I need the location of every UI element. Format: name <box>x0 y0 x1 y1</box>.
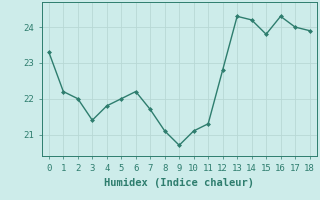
X-axis label: Humidex (Indice chaleur): Humidex (Indice chaleur) <box>104 178 254 188</box>
